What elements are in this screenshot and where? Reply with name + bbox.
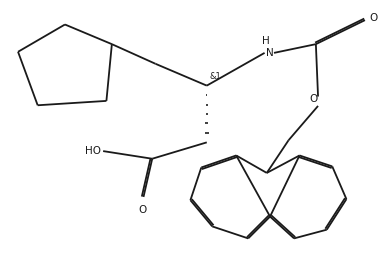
Text: N: N — [266, 48, 273, 58]
Text: HO: HO — [85, 146, 100, 156]
Text: O: O — [369, 13, 377, 23]
Text: O: O — [309, 94, 318, 104]
Text: O: O — [138, 205, 147, 215]
Text: &1: &1 — [210, 72, 221, 81]
Text: H: H — [262, 36, 270, 46]
